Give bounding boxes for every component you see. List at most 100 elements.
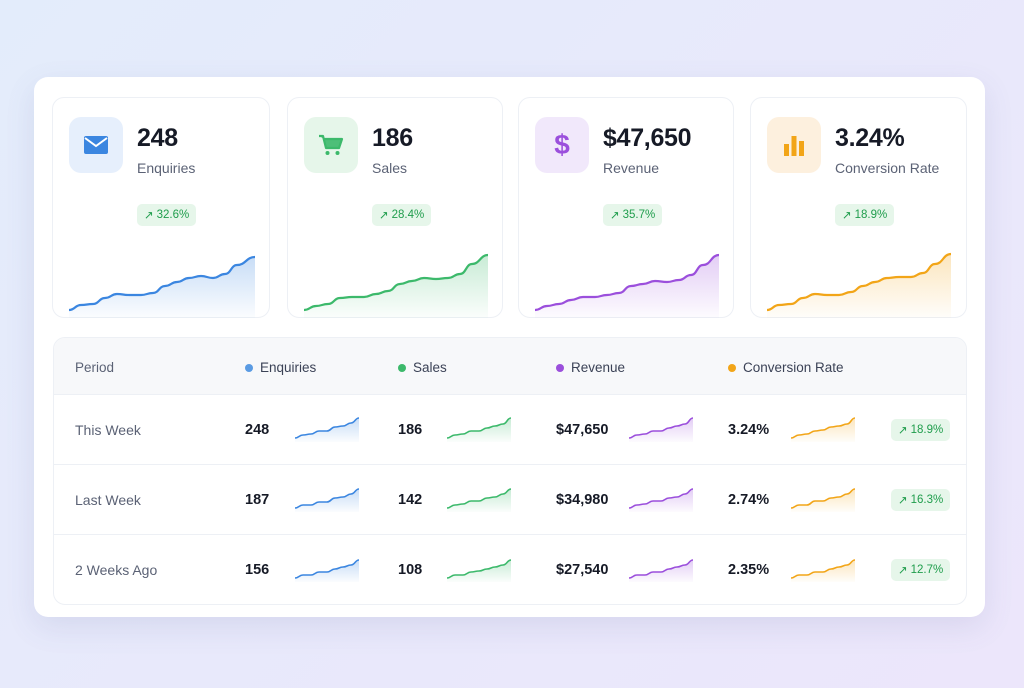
cell-revenue: $27,540 bbox=[556, 562, 609, 578]
change-badge: ↗ 28.4% bbox=[372, 204, 432, 226]
sparkline-area bbox=[629, 560, 693, 582]
sparkline-line bbox=[629, 559, 693, 579]
header-label: Enquiries bbox=[260, 360, 317, 375]
legend-dot bbox=[398, 363, 406, 372]
cell-period: Last Week bbox=[75, 492, 141, 508]
arrow-up-right-icon: ↗ bbox=[898, 495, 908, 507]
sparkline-line bbox=[69, 255, 255, 312]
change-value: 28.4% bbox=[391, 209, 425, 221]
sparkline-area bbox=[295, 560, 359, 582]
kpi-card-conversion[interactable]: 3.24% Conversion Rate ↗ 18.9% bbox=[750, 97, 967, 318]
sparkline-area bbox=[791, 489, 855, 512]
kpi-value: $47,650 bbox=[603, 124, 692, 152]
sparkline-chart bbox=[69, 255, 255, 318]
sparkline-line bbox=[295, 417, 359, 439]
kpi-card-revenue[interactable]: $ $47,650 Revenue ↗ 35.7% bbox=[518, 97, 734, 318]
sparkline-line bbox=[447, 417, 511, 439]
cell-sales: 142 bbox=[398, 492, 423, 508]
header-period: Period bbox=[75, 360, 114, 375]
header-label: Period bbox=[75, 360, 115, 375]
arrow-up-right-icon: ↗ bbox=[379, 210, 389, 222]
sparkline-line bbox=[629, 488, 693, 509]
sparkline-line bbox=[791, 559, 855, 579]
cell-revenue: $34,980 bbox=[556, 492, 609, 508]
sparkline-chart bbox=[304, 253, 488, 318]
mini-sparkline-sales bbox=[447, 559, 511, 582]
kpi-value: 186 bbox=[372, 124, 413, 152]
sparkline-line bbox=[295, 559, 359, 579]
cell-conversion: 2.35% bbox=[728, 562, 770, 578]
envelope-icon bbox=[69, 117, 123, 173]
sparkline-line bbox=[629, 417, 693, 439]
mini-sparkline-enquiries bbox=[295, 417, 359, 442]
arrow-up-right-icon: ↗ bbox=[610, 210, 620, 222]
kpi-label: Enquiries bbox=[137, 160, 196, 176]
mini-sparkline-revenue bbox=[629, 559, 693, 582]
mini-sparkline-conversion bbox=[791, 559, 855, 582]
sparkline-line bbox=[791, 488, 855, 509]
sparkline-area bbox=[767, 254, 951, 318]
change-badge: ↗ 32.6% bbox=[137, 204, 197, 226]
header-revenue: Revenue bbox=[556, 360, 625, 375]
kpi-value: 3.24% bbox=[835, 124, 905, 152]
change-value: 32.6% bbox=[156, 209, 190, 221]
change-badge: ↗ 12.7% bbox=[891, 559, 951, 581]
sparkline-area bbox=[295, 489, 359, 512]
cell-enquiries: 248 bbox=[245, 422, 270, 438]
sparkline-chart bbox=[535, 253, 719, 318]
sparkline-chart bbox=[767, 252, 951, 318]
change-badge: ↗ 35.7% bbox=[603, 204, 663, 226]
bar-chart-icon bbox=[767, 117, 821, 173]
sparkline-line bbox=[304, 253, 488, 312]
table-header: Period Enquiries Sales Revenue Conversio… bbox=[54, 338, 966, 395]
dashboard-panel: 248 Enquiries ↗ 32.6% 186 Sales ↗ 28.4% … bbox=[34, 77, 985, 617]
header-label: Conversion Rate bbox=[743, 360, 844, 375]
table-row[interactable]: This Week 248 186 $47,650 3.24% ↗ 18.9% bbox=[54, 395, 966, 465]
kpi-label: Conversion Rate bbox=[835, 160, 940, 176]
cell-conversion: 2.74% bbox=[728, 492, 770, 508]
mini-sparkline-conversion bbox=[791, 417, 855, 442]
kpi-label: Sales bbox=[372, 160, 408, 176]
legend-dot bbox=[728, 363, 736, 372]
header-label: Sales bbox=[413, 360, 447, 375]
cell-revenue: $47,650 bbox=[556, 422, 609, 438]
cell-enquiries: 156 bbox=[245, 562, 270, 578]
table-row[interactable]: Last Week 187 142 $34,980 2.74% ↗ 16.3% bbox=[54, 465, 966, 535]
cell-sales: 186 bbox=[398, 422, 423, 438]
header-label: Revenue bbox=[571, 360, 626, 375]
arrow-up-right-icon: ↗ bbox=[842, 210, 852, 222]
change-value: 16.3% bbox=[910, 494, 944, 506]
cart-icon bbox=[304, 117, 358, 173]
kpi-label: Revenue bbox=[603, 160, 660, 176]
change-badge: ↗ 16.3% bbox=[891, 489, 951, 511]
arrow-up-right-icon: ↗ bbox=[898, 565, 908, 577]
cell-period: This Week bbox=[75, 422, 141, 438]
sparkline-line bbox=[447, 488, 511, 509]
metrics-table: Period Enquiries Sales Revenue Conversio… bbox=[53, 337, 967, 605]
sparkline-line bbox=[767, 252, 951, 312]
arrow-up-right-icon: ↗ bbox=[144, 210, 154, 222]
change-value: 18.9% bbox=[910, 424, 944, 436]
table-row[interactable]: 2 Weeks Ago 156 108 $27,540 2.35% ↗ 12.7… bbox=[54, 535, 966, 604]
sparkline-line bbox=[535, 253, 719, 312]
cell-sales: 108 bbox=[398, 562, 423, 578]
kpi-card-enquiries[interactable]: 248 Enquiries ↗ 32.6% bbox=[52, 97, 270, 318]
change-badge: ↗ 18.9% bbox=[891, 419, 951, 441]
change-value: 18.9% bbox=[854, 209, 888, 221]
mini-sparkline-enquiries bbox=[295, 488, 359, 512]
change-badge: ↗ 18.9% bbox=[835, 204, 895, 226]
mini-sparkline-sales bbox=[447, 417, 511, 442]
cell-period: 2 Weeks Ago bbox=[75, 562, 158, 578]
arrow-up-right-icon: ↗ bbox=[898, 425, 908, 437]
change-value: 12.7% bbox=[910, 564, 944, 576]
mini-sparkline-revenue bbox=[629, 488, 693, 512]
dollar-icon: $ bbox=[535, 117, 589, 173]
sparkline-area bbox=[629, 418, 693, 442]
sparkline-line bbox=[791, 417, 855, 439]
sparkline-area bbox=[629, 489, 693, 512]
header-enquiries: Enquiries bbox=[245, 360, 316, 375]
mini-sparkline-conversion bbox=[791, 488, 855, 512]
cell-conversion: 3.24% bbox=[728, 422, 770, 438]
sparkline-area bbox=[791, 560, 855, 582]
kpi-card-sales[interactable]: 186 Sales ↗ 28.4% bbox=[287, 97, 503, 318]
